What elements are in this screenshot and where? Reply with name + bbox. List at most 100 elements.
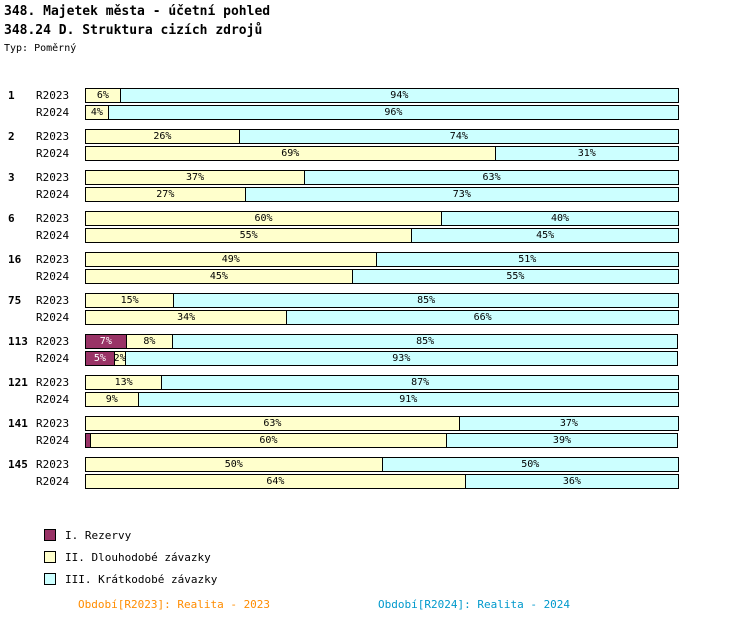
chart-row: 1 R2023 6% 94% <box>0 88 680 103</box>
chart-row: 3 R2023 37% 63% <box>0 170 680 185</box>
bar-segment: 74% <box>238 129 679 144</box>
stacked-bar: 4% 96% <box>85 105 680 120</box>
stacked-bar: 5% 2% 93% <box>85 351 680 366</box>
bar-segment: 7% <box>85 334 127 349</box>
row-label: R2024 <box>36 434 70 447</box>
bar-segment: 49% <box>85 252 377 267</box>
group-label: 113 <box>8 335 28 348</box>
chart-row: 75 R2023 15% 85% <box>0 293 680 308</box>
stacked-bar-chart: 1 R2023 6% 94% R2024 4% 96% 2 R2023 26% 74% R2024 69… <box>0 88 680 491</box>
stacked-bar: 15% 85% <box>85 293 680 308</box>
row-label: R2024 <box>36 475 70 488</box>
stacked-bar: 27% 73% <box>85 187 680 202</box>
chart-row: 121 R2023 13% 87% <box>0 375 680 390</box>
stacked-bar: 37% 63% <box>85 170 680 185</box>
bar-segment: 55% <box>85 228 413 243</box>
row-label: R2023 <box>36 212 70 225</box>
row-label: R2023 <box>36 171 70 184</box>
legend-item: II. Dlouhodobé závazky <box>44 546 217 568</box>
group-label: 3 <box>8 171 15 184</box>
stacked-bar: 64% 36% <box>85 474 680 489</box>
bar-segment: 94% <box>119 88 679 103</box>
row-label: R2023 <box>36 335 70 348</box>
bar-segment: 9% <box>85 392 139 407</box>
bar-segment: 27% <box>85 187 246 202</box>
stacked-bar: 34% 66% <box>85 310 680 325</box>
bar-segment: 85% <box>173 293 679 308</box>
legend-item: III. Krátkodobé závazky <box>44 568 217 590</box>
bar-segment: 31% <box>494 146 679 161</box>
bar-segment: 50% <box>85 457 383 472</box>
row-label: R2024 <box>36 188 70 201</box>
legend-swatch <box>44 551 56 563</box>
chart-row: R2024 45% 55% <box>0 269 680 284</box>
stacked-bar: 63% 37% <box>85 416 680 431</box>
row-label: R2023 <box>36 130 70 143</box>
chart-row: R2024 64% 36% <box>0 474 680 489</box>
bar-segment: 37% <box>85 170 306 185</box>
bar-segment: 51% <box>375 252 679 267</box>
bar-segment: 96% <box>107 105 679 120</box>
chart-row: R2024 5% 2% 93% <box>0 351 680 366</box>
bar-segment: 93% <box>124 351 678 366</box>
chart-row: 113 R2023 7% 8% 85% <box>0 334 680 349</box>
chart-row: R2024 27% 73% <box>0 187 680 202</box>
bar-segment: 37% <box>458 416 679 431</box>
bar-segment: 91% <box>137 392 679 407</box>
legend-swatch <box>44 529 56 541</box>
legend-item: I. Rezervy <box>44 524 217 546</box>
row-label: R2023 <box>36 376 70 389</box>
stacked-bar: 55% 45% <box>85 228 680 243</box>
bar-segment: 69% <box>85 146 496 161</box>
bar-segment: 64% <box>85 474 466 489</box>
bar-segment: 45% <box>85 269 353 284</box>
chart-row: R2024 69% 31% <box>0 146 680 161</box>
chart-row: 2 R2023 26% 74% <box>0 129 680 144</box>
bar-segment: 63% <box>85 416 460 431</box>
page-subtitle: 348.24 D. Struktura cizích zdrojů <box>4 23 263 38</box>
bar-segment: 39% <box>445 433 678 448</box>
group-label: 75 <box>8 294 22 307</box>
bar-segment: 55% <box>351 269 679 284</box>
row-label: R2024 <box>36 352 70 365</box>
chart-row: R2024 34% 66% <box>0 310 680 325</box>
stacked-bar: 49% 51% <box>85 252 680 267</box>
row-label: R2023 <box>36 458 70 471</box>
group-label: 1 <box>8 89 15 102</box>
stacked-bar: 45% 55% <box>85 269 680 284</box>
bar-segment: 8% <box>125 334 174 349</box>
row-label: R2024 <box>36 311 70 324</box>
bar-segment: 45% <box>411 228 679 243</box>
stacked-bar: 60% 39% <box>85 433 680 448</box>
legend: I. Rezervy II. Dlouhodobé závazky III. Krá… <box>44 524 217 590</box>
footer: Období[R2023]: Realita - 2023 Období[R20… <box>0 598 750 618</box>
chart-row: 16 R2023 49% 51% <box>0 252 680 267</box>
row-label: R2024 <box>36 147 70 160</box>
stacked-bar: 6% 94% <box>85 88 680 103</box>
bar-segment: 6% <box>85 88 121 103</box>
group-label: 2 <box>8 130 15 143</box>
bar-segment: 85% <box>172 334 678 349</box>
bar-segment: 4% <box>85 105 109 120</box>
chart-row: R2024 55% 45% <box>0 228 680 243</box>
bar-segment: 87% <box>161 375 679 390</box>
legend-swatch <box>44 573 56 585</box>
legend-label: III. Krátkodobé závazky <box>65 572 218 586</box>
bar-segment: 36% <box>464 474 679 489</box>
chart-row: R2024 60% 39% <box>0 433 680 448</box>
row-label: R2023 <box>36 417 70 430</box>
bar-segment: 60% <box>89 433 447 448</box>
footer-period-2024: Období[R2024]: Realita - 2024 <box>378 598 571 611</box>
bar-segment: 5% <box>85 351 115 366</box>
bar-segment: 73% <box>244 187 679 202</box>
stacked-bar: 50% 50% <box>85 457 680 472</box>
bar-segment: 26% <box>85 129 240 144</box>
bar-segment: 40% <box>441 211 679 226</box>
chart-row: R2024 4% 96% <box>0 105 680 120</box>
bar-segment: 60% <box>85 211 442 226</box>
type-label: Typ: Poměrný <box>4 43 77 54</box>
chart-row: R2024 9% 91% <box>0 392 680 407</box>
bar-segment: 66% <box>286 310 679 325</box>
group-label: 145 <box>8 458 28 471</box>
stacked-bar: 69% 31% <box>85 146 680 161</box>
